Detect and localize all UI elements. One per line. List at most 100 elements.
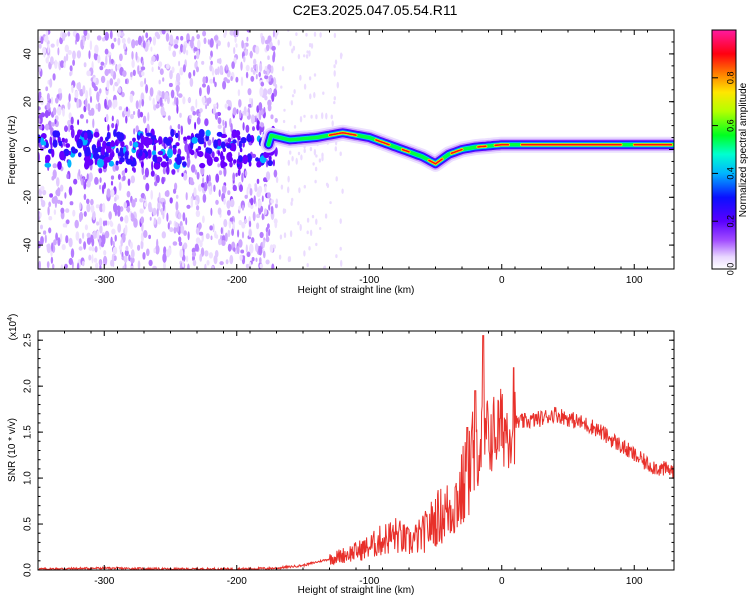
x-tick-label: -200 — [227, 576, 247, 587]
noise-cell — [169, 227, 174, 233]
noise-cell — [295, 32, 298, 36]
x-tick-label: 100 — [626, 576, 643, 587]
noise-cell — [175, 221, 179, 228]
noise-cell — [113, 129, 117, 138]
noise-cell — [153, 162, 161, 170]
noise-cell — [124, 151, 129, 160]
noise-cell — [207, 39, 211, 45]
noise-cell — [224, 120, 227, 129]
noise-cell — [116, 64, 120, 71]
noise-cell — [125, 78, 128, 84]
noise-cell — [88, 50, 91, 60]
noise-cell — [256, 178, 260, 184]
noise-cell — [52, 163, 58, 169]
noise-cell — [245, 124, 250, 133]
noise-cell — [86, 232, 91, 238]
noise-cell — [240, 137, 247, 144]
noise-cell — [97, 158, 104, 168]
noise-cell — [108, 211, 112, 220]
noise-cell — [235, 172, 238, 177]
noise-cell — [240, 76, 244, 87]
noise-cell — [308, 246, 311, 251]
noise-cell — [201, 96, 206, 104]
noise-cell — [315, 218, 318, 225]
noise-cell — [120, 32, 125, 37]
noise-cell — [232, 107, 237, 116]
noise-cell — [95, 204, 100, 209]
noise-cell — [149, 87, 154, 97]
noise-cell — [119, 53, 123, 62]
noise-cell — [199, 108, 203, 113]
noise-cell — [227, 41, 230, 48]
noise-cell — [185, 217, 188, 226]
noise-cell — [112, 240, 115, 247]
noise-cell — [324, 213, 328, 219]
noise-cell — [205, 129, 211, 137]
noise-cell — [55, 97, 59, 104]
noise-cell — [166, 63, 170, 70]
noise-cell — [149, 216, 152, 221]
noise-cell — [178, 93, 183, 98]
noise-cell — [152, 36, 157, 46]
noise-cell — [155, 244, 160, 255]
noise-cell — [202, 83, 206, 88]
noise-cell — [110, 236, 113, 246]
noise-cell — [106, 80, 110, 90]
noise-cell — [292, 45, 296, 51]
noise-cell — [140, 192, 146, 199]
noise-cell — [252, 211, 256, 222]
noise-cell — [246, 251, 251, 258]
snr-plot-area — [38, 335, 674, 570]
noise-cell — [193, 47, 198, 52]
noise-cell — [207, 139, 212, 146]
noise-cell — [132, 137, 136, 142]
noise-cell — [202, 30, 207, 37]
noise-cell — [333, 101, 336, 105]
noise-cell — [265, 39, 269, 45]
noise-cell — [238, 140, 242, 149]
noise-cell — [268, 204, 271, 211]
noise-cell — [156, 208, 159, 217]
noise-cell — [86, 203, 91, 213]
noise-cell — [49, 136, 53, 145]
noise-cell — [255, 243, 259, 252]
noise-cell — [273, 169, 278, 178]
noise-cell — [122, 70, 127, 77]
noise-cell — [56, 187, 61, 197]
y-tick-label: 0.5 — [23, 517, 34, 531]
y-tick-label: 0 — [23, 146, 34, 152]
noise-cell — [264, 95, 268, 101]
noise-cell — [84, 147, 91, 157]
x-tick-label: -100 — [359, 275, 379, 286]
noise-cell — [112, 84, 115, 92]
noise-cell — [267, 35, 271, 45]
noise-cell — [213, 255, 218, 265]
noise-cell — [46, 93, 50, 101]
noise-cell — [83, 241, 87, 250]
noise-cell — [268, 228, 271, 237]
noise-cell — [50, 122, 56, 127]
noise-cell — [62, 223, 67, 228]
noise-cell — [96, 230, 100, 240]
noise-cell — [89, 96, 93, 103]
noise-cell — [182, 96, 186, 105]
noise-cell — [321, 112, 324, 120]
noise-cell — [207, 181, 212, 187]
noise-cell — [84, 224, 88, 231]
noise-cell — [130, 175, 135, 184]
noise-cell — [152, 97, 155, 106]
noise-cell — [99, 136, 104, 143]
noise-cell — [48, 227, 52, 234]
noise-cell — [67, 50, 72, 55]
noise-cell — [117, 132, 125, 142]
noise-cell — [299, 224, 302, 231]
noise-cell — [59, 233, 63, 242]
noise-cell — [174, 182, 178, 191]
noise-cell — [68, 112, 72, 120]
noise-cell — [297, 221, 300, 226]
ridge-core — [375, 139, 390, 146]
noise-cell — [97, 102, 101, 113]
noise-cell — [182, 212, 186, 222]
noise-cell — [118, 106, 123, 111]
noise-cell — [308, 43, 312, 48]
